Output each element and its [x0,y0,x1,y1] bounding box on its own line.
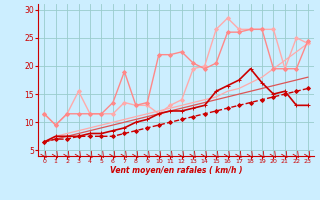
X-axis label: Vent moyen/en rafales ( km/h ): Vent moyen/en rafales ( km/h ) [110,166,242,175]
